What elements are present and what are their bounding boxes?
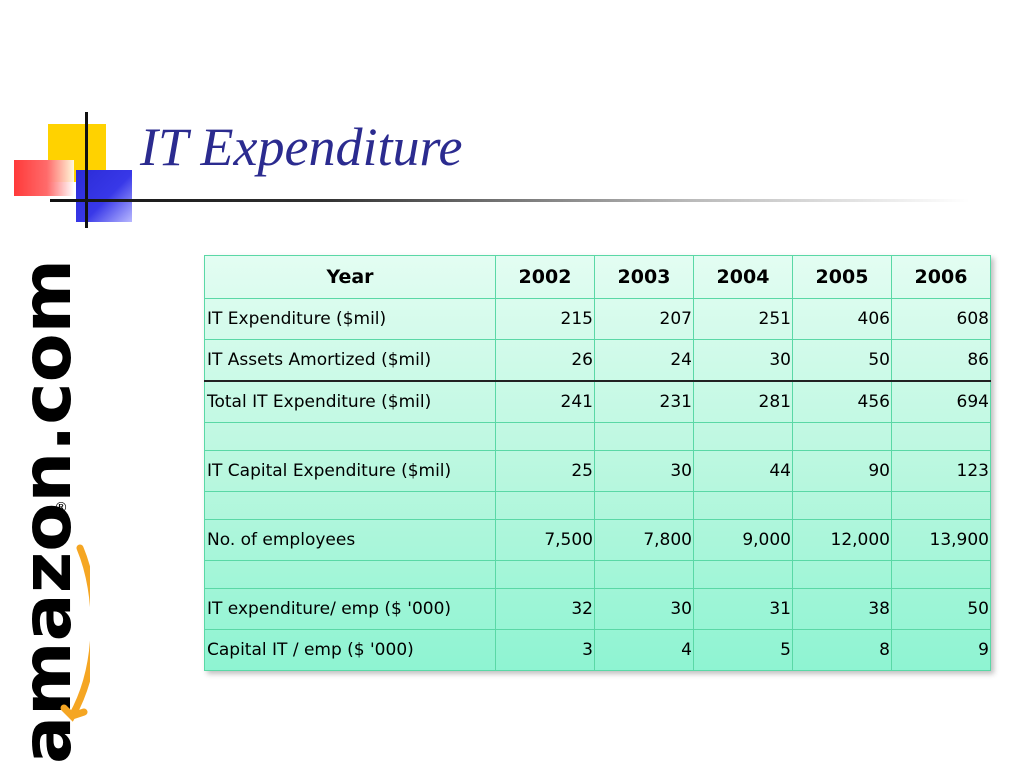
table-row-empty (204, 560, 991, 589)
row-label (204, 560, 496, 589)
table-row-no-of-employees: No. of employees 7,500 7,800 9,000 12,00… (204, 519, 991, 561)
row-label: IT Capital Expenditure ($mil) (204, 450, 496, 492)
table-row-empty (204, 422, 991, 451)
table-cell: 26 (495, 339, 595, 382)
row-label (204, 422, 496, 451)
table-cell (693, 560, 793, 589)
table-cell (495, 560, 595, 589)
table-cell: 5 (693, 629, 793, 671)
table-cell: 7,500 (495, 519, 595, 561)
table-cell: 231 (594, 380, 694, 423)
header-cell-2003: 2003 (594, 255, 694, 299)
table-cell: 12,000 (792, 519, 892, 561)
table-row-empty (204, 491, 991, 520)
table-cell: 9,000 (693, 519, 793, 561)
table-cell (792, 560, 892, 589)
header-cell-2005: 2005 (792, 255, 892, 299)
table-cell: 50 (891, 588, 991, 630)
table-cell: 30 (693, 339, 793, 382)
table-row-it-expenditure-per-employee: IT expenditure/ emp ($ '000) 32 30 31 38… (204, 588, 991, 630)
table-cell: 32 (495, 588, 595, 630)
table-cell: 30 (594, 450, 694, 492)
table-cell: 241 (495, 380, 595, 423)
amazon-logo: amazon.com ® (0, 246, 90, 768)
table-row-capital-it-per-employee: Capital IT / emp ($ '000) 3 4 5 8 9 (204, 629, 991, 671)
table-cell: 251 (693, 298, 793, 340)
decorative-vertical-rule (85, 112, 88, 228)
table-cell: 30 (594, 588, 694, 630)
table-cell: 8 (792, 629, 892, 671)
table-cell: 608 (891, 298, 991, 340)
table-cell (792, 422, 892, 451)
row-label: IT Expenditure ($mil) (204, 298, 496, 340)
table-cell: 3 (495, 629, 595, 671)
table-cell (495, 491, 595, 520)
table-cell: 25 (495, 450, 595, 492)
header-cell-2004: 2004 (693, 255, 793, 299)
table-cell: 694 (891, 380, 991, 423)
slide-title: IT Expenditure (140, 117, 463, 177)
row-label (204, 491, 496, 520)
table-cell (594, 422, 694, 451)
table-cell: 123 (891, 450, 991, 492)
table-cell (792, 491, 892, 520)
table-cell: 38 (792, 588, 892, 630)
table-cell: 90 (792, 450, 892, 492)
header-cell-year: Year (204, 255, 496, 299)
row-label: IT expenditure/ emp ($ '000) (204, 588, 496, 630)
table-row-total-it-expenditure: Total IT Expenditure ($mil) 241 231 281 … (204, 380, 991, 423)
table-cell: 9 (891, 629, 991, 671)
registered-mark-icon: ® (54, 500, 68, 516)
table-cell (891, 491, 991, 520)
table-cell: 7,800 (594, 519, 694, 561)
table-header-row: Year 2002 2003 2004 2005 2006 (204, 255, 991, 299)
table-row-it-expenditure: IT Expenditure ($mil) 215 207 251 406 60… (204, 298, 991, 340)
table-cell: 215 (495, 298, 595, 340)
table-row-it-capital-expenditure: IT Capital Expenditure ($mil) 25 30 44 9… (204, 450, 991, 492)
table-cell (495, 422, 595, 451)
it-expenditure-table: Year 2002 2003 2004 2005 2006 IT Expendi… (204, 255, 991, 671)
header-cell-2002: 2002 (495, 255, 595, 299)
decorative-red-bar (14, 160, 74, 196)
table-cell (693, 422, 793, 451)
table-cell: 31 (693, 588, 793, 630)
table-row-it-assets-amortized: IT Assets Amortized ($mil) 26 24 30 50 8… (204, 339, 991, 382)
row-label: IT Assets Amortized ($mil) (204, 339, 496, 382)
table-cell (891, 422, 991, 451)
table-cell: 50 (792, 339, 892, 382)
table-cell: 4 (594, 629, 694, 671)
amazon-smile-arrow-icon (60, 544, 90, 722)
table-cell: 86 (891, 339, 991, 382)
table-cell (594, 560, 694, 589)
table-cell: 44 (693, 450, 793, 492)
table-cell (594, 491, 694, 520)
table-cell: 207 (594, 298, 694, 340)
table-cell (891, 560, 991, 589)
title-underline-rule (50, 199, 970, 202)
header-cell-2006: 2006 (891, 255, 991, 299)
table-cell: 24 (594, 339, 694, 382)
table-cell: 13,900 (891, 519, 991, 561)
table-cell: 281 (693, 380, 793, 423)
table-cell: 456 (792, 380, 892, 423)
row-label: Capital IT / emp ($ '000) (204, 629, 496, 671)
amazon-logo-wordmark: amazon.com (8, 259, 87, 764)
row-label: No. of employees (204, 519, 496, 561)
row-label: Total IT Expenditure ($mil) (204, 380, 496, 423)
table-cell (693, 491, 793, 520)
table-cell: 406 (792, 298, 892, 340)
